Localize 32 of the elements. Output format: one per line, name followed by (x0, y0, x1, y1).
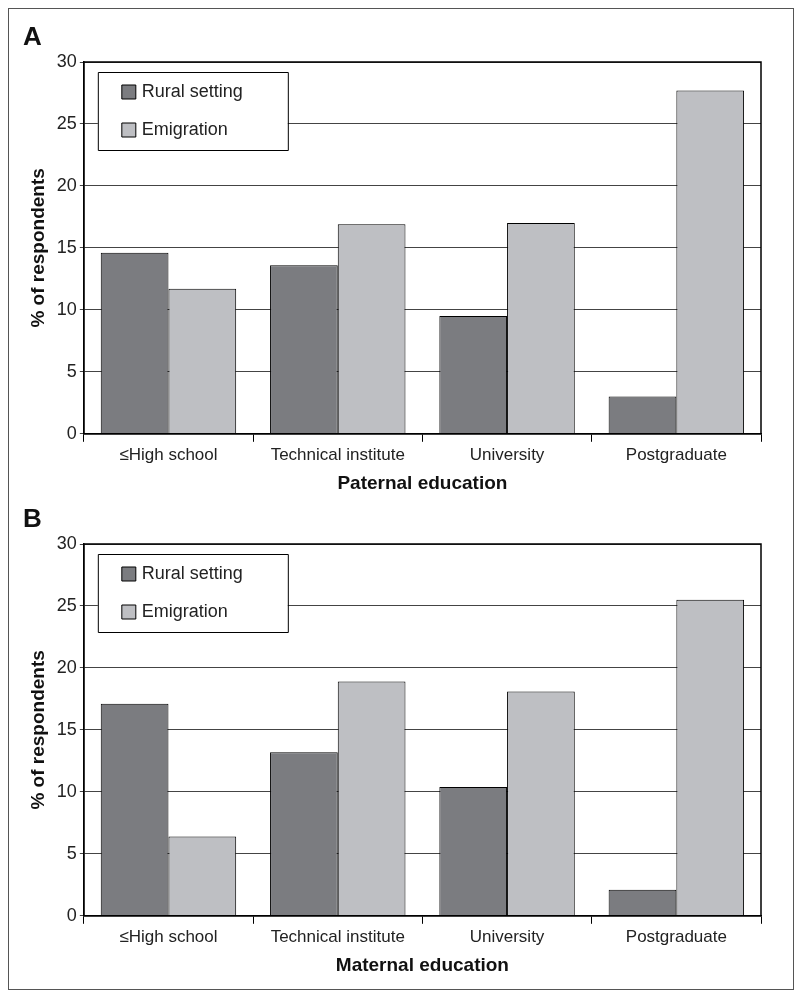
y-tick-label: 0 (66, 422, 77, 443)
y-tick-label: 30 (56, 532, 77, 553)
y-tick-label: 5 (66, 360, 77, 381)
x-tick-label: Postgraduate (625, 444, 727, 464)
y-tick-label: 25 (56, 594, 77, 615)
legend-label: Emigration (141, 600, 228, 621)
x-axis-title: Paternal education (337, 471, 508, 493)
x-tick-label: Technical institute (270, 926, 405, 946)
chart-title: B (23, 503, 42, 534)
x-tick-label: ≤High school (119, 444, 218, 464)
legend-label: Rural setting (141, 562, 243, 583)
legend-label: Rural setting (141, 80, 243, 101)
x-tick-label: Postgraduate (625, 926, 727, 946)
y-tick-label: 25 (56, 112, 77, 133)
y-tick-label: 15 (56, 718, 77, 739)
legend-label: Emigration (141, 118, 228, 139)
y-tick-label: 20 (56, 174, 77, 195)
x-axis-title: Maternal education (335, 953, 509, 975)
chart-title: A (23, 21, 42, 52)
y-tick-label: 15 (56, 236, 77, 257)
y-tick-label: 20 (56, 656, 77, 677)
y-tick-label: 10 (56, 298, 77, 319)
y-tick-label: 5 (66, 842, 77, 863)
x-tick-label: ≤High school (119, 926, 218, 946)
x-tick-label: Technical institute (270, 444, 405, 464)
y-axis-title: % of respondents (26, 168, 48, 328)
x-tick-label: University (469, 926, 545, 946)
y-axis-title: % of respondents (26, 650, 48, 810)
y-tick-label: 0 (66, 904, 77, 925)
y-tick-label: 30 (56, 50, 77, 71)
y-tick-label: 10 (56, 780, 77, 801)
x-tick-label: University (469, 444, 545, 464)
